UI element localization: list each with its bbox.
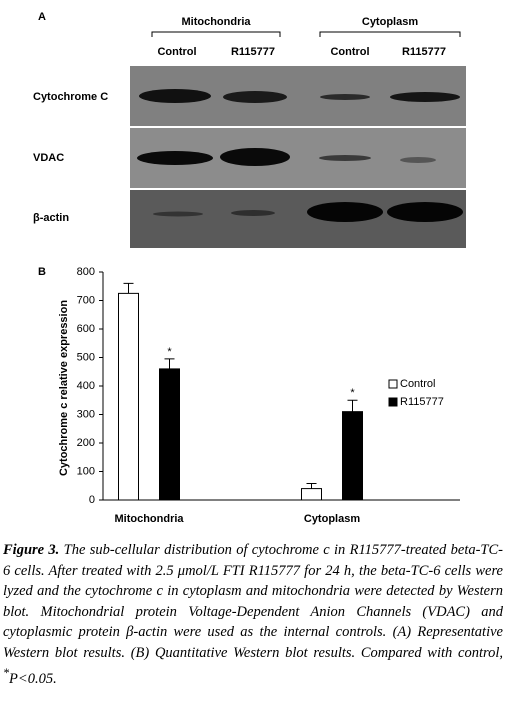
error-bar bbox=[123, 282, 134, 294]
caption-sup: * bbox=[3, 666, 10, 680]
y-tick-label: 800 bbox=[77, 266, 95, 278]
legend-label: Control bbox=[400, 378, 435, 390]
significance-marker: * bbox=[350, 387, 355, 399]
caption-tail: P<0.05. bbox=[9, 670, 57, 687]
legend-swatch bbox=[388, 397, 398, 407]
row-label: VDAC bbox=[33, 152, 64, 164]
significance-marker: * bbox=[167, 346, 172, 358]
row-label: β-actin bbox=[33, 212, 69, 224]
y-tick-label: 300 bbox=[77, 408, 95, 420]
bracket bbox=[319, 31, 461, 37]
bar bbox=[301, 488, 322, 501]
y-tick-label: 400 bbox=[77, 380, 95, 392]
caption-label: Figure 3. bbox=[3, 542, 60, 558]
legend-swatch bbox=[388, 379, 398, 389]
lane-label: Control bbox=[330, 46, 369, 58]
y-axis-label: Cytochrome c relative expression bbox=[58, 300, 70, 476]
bar bbox=[159, 368, 180, 501]
y-tick-label: 100 bbox=[77, 465, 95, 477]
y-tick-label: 700 bbox=[77, 294, 95, 306]
y-tick-label: 500 bbox=[77, 351, 95, 363]
error-bar bbox=[306, 482, 317, 489]
y-tick-label: 0 bbox=[89, 494, 95, 506]
y-tick-label: 600 bbox=[77, 323, 95, 335]
x-tick-label: Mitochondria bbox=[114, 513, 184, 525]
lane-label: R115777 bbox=[402, 46, 446, 58]
lane-label: Control bbox=[157, 46, 196, 58]
bar bbox=[342, 411, 363, 501]
group-label: Mitochondria bbox=[181, 16, 251, 28]
y-tick-label: 200 bbox=[77, 437, 95, 449]
caption: Figure 3. The sub-cellular distribution … bbox=[3, 540, 503, 689]
legend-label: R115777 bbox=[400, 396, 444, 408]
lane-label: R115777 bbox=[231, 46, 275, 58]
panel-label: B bbox=[38, 266, 46, 278]
bands bbox=[137, 89, 463, 222]
group-label: Cytoplasm bbox=[362, 16, 418, 28]
panel-label: A bbox=[38, 11, 46, 23]
row-label: Cytochrome C bbox=[33, 91, 108, 103]
bar bbox=[118, 292, 139, 501]
x-tick-label: Cytoplasm bbox=[304, 513, 360, 525]
figure: A Mitochondria Cytoplasm Control R115777… bbox=[33, 11, 466, 525]
error-bar bbox=[347, 399, 358, 412]
error-bar bbox=[164, 358, 175, 369]
caption-text: The sub-cellular distribution of cytochr… bbox=[3, 542, 503, 661]
bracket bbox=[151, 31, 281, 37]
